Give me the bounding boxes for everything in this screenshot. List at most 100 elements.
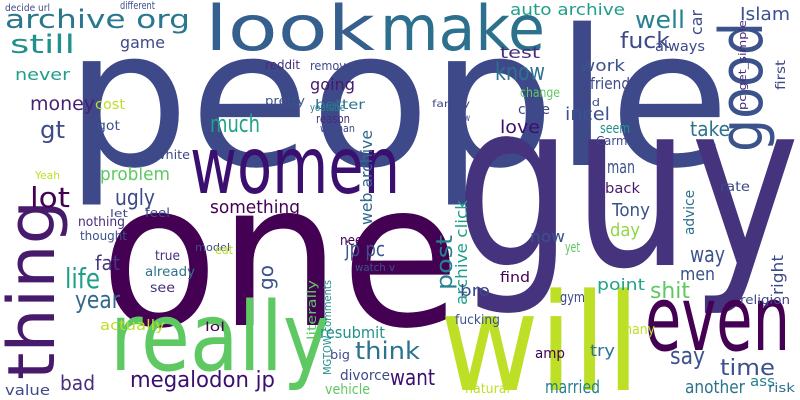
word: Islam	[740, 4, 790, 25]
word: let	[110, 207, 129, 220]
word: still	[10, 30, 75, 60]
word: feel	[145, 206, 170, 220]
word: something	[210, 197, 300, 218]
word: nothing	[78, 215, 125, 230]
word: religion	[740, 293, 790, 307]
word: guy	[455, 53, 800, 320]
word: cost	[95, 97, 126, 113]
word: love	[500, 117, 540, 138]
word: right	[768, 255, 787, 295]
word: know	[495, 58, 545, 86]
word: risk	[768, 381, 795, 395]
word: many	[620, 322, 655, 338]
word: thought	[80, 229, 127, 243]
word: even	[645, 267, 790, 372]
word: car	[687, 10, 706, 35]
word: Carmela	[596, 134, 645, 148]
word: lot	[30, 181, 70, 214]
word: well	[635, 6, 685, 34]
word: natural	[465, 382, 510, 397]
word: seem	[600, 121, 630, 137]
word: go	[254, 265, 278, 290]
word: work	[580, 56, 626, 75]
word: reddit	[265, 58, 300, 72]
word: women	[190, 122, 400, 212]
word: case	[518, 102, 550, 118]
word: will	[440, 265, 640, 400]
word: Tony	[611, 200, 650, 221]
word: first	[774, 60, 789, 90]
word: friend	[590, 74, 630, 93]
word: fat	[95, 251, 120, 275]
word: change	[520, 86, 560, 101]
word: man	[607, 157, 635, 178]
word: fucking	[455, 313, 500, 328]
word: test	[500, 43, 540, 62]
word: watch v	[355, 261, 395, 274]
word: post	[433, 235, 458, 290]
word: different	[120, 0, 156, 12]
word: ass	[750, 374, 775, 390]
word: woman	[320, 122, 355, 135]
word: think	[355, 337, 420, 365]
word: always	[655, 39, 705, 55]
word: model	[195, 241, 230, 254]
word: got	[97, 119, 120, 134]
word: true	[155, 249, 180, 264]
word: bad	[60, 371, 95, 395]
word: now	[530, 227, 565, 246]
word: never	[15, 65, 71, 84]
word: see	[150, 281, 175, 296]
word: say	[670, 342, 705, 370]
word: rate	[720, 180, 750, 195]
word: value	[5, 383, 50, 399]
word: pretty	[265, 94, 305, 108]
word: much	[210, 110, 260, 138]
word: need	[340, 233, 370, 249]
word: really	[110, 283, 330, 393]
word: another	[685, 377, 745, 398]
word: life	[65, 262, 100, 295]
word: vehicle	[325, 382, 370, 398]
word: auto archive	[510, 0, 625, 19]
word: going	[310, 75, 355, 94]
word: divorce	[340, 368, 390, 384]
word: removed	[310, 59, 360, 73]
word: jp pc	[344, 237, 385, 261]
word: amp	[535, 346, 565, 362]
word: youtube	[310, 101, 345, 114]
word: new	[455, 113, 470, 124]
word: good	[707, 22, 777, 152]
word: bro	[460, 281, 490, 300]
word: way	[690, 243, 725, 268]
word: men	[680, 264, 715, 285]
word: time	[720, 356, 775, 381]
word: web archive	[357, 130, 376, 225]
word: better	[315, 98, 366, 113]
word: make	[380, 0, 545, 65]
word: archive org	[5, 5, 190, 35]
word: fuck	[620, 29, 670, 54]
word: actually	[100, 318, 165, 334]
word: look	[205, 0, 375, 65]
word: literally	[305, 280, 319, 340]
word: try	[590, 341, 615, 360]
word: family	[432, 99, 470, 110]
word: incel	[565, 104, 610, 125]
word: gt	[40, 116, 65, 144]
word: decide url	[5, 3, 50, 14]
word: year	[75, 286, 120, 314]
word: eat	[215, 243, 233, 257]
word: white	[155, 148, 190, 162]
word: money	[30, 93, 95, 115]
word: archive click	[452, 199, 471, 305]
word: Yeah	[34, 169, 60, 182]
word: thing	[0, 200, 70, 380]
word: game	[120, 33, 165, 52]
word: point	[597, 275, 645, 294]
word: yet	[565, 240, 580, 256]
word: back	[605, 181, 641, 197]
word: big	[330, 348, 350, 362]
